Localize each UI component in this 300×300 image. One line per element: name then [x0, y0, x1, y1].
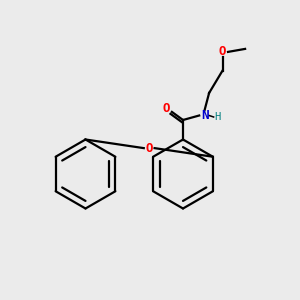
Text: N: N [201, 109, 208, 122]
Text: O: O [146, 142, 153, 154]
Text: O: O [219, 45, 226, 58]
Text: O: O [163, 101, 170, 115]
Text: H: H [214, 112, 220, 122]
